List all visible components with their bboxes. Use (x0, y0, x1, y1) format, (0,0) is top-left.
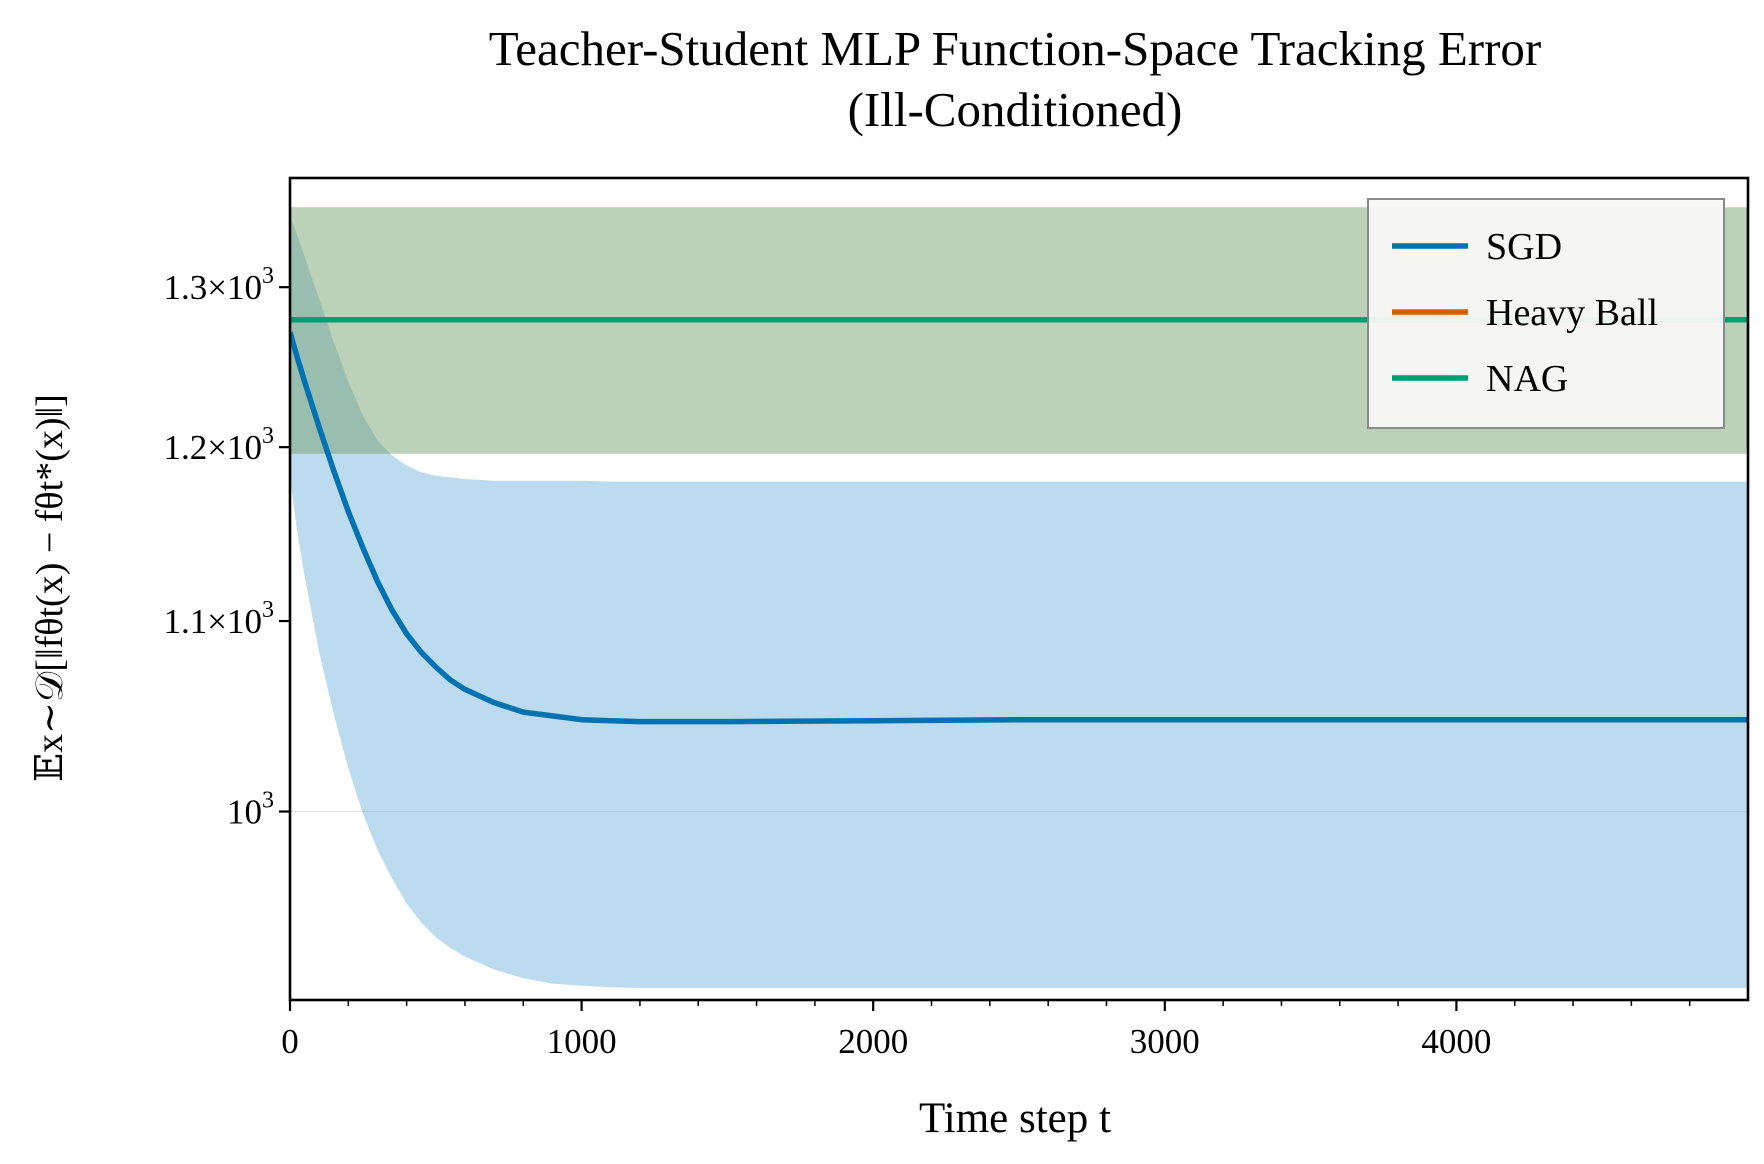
series-lines (290, 316, 1748, 725)
y-tick-label: 1.1×103 (164, 597, 275, 641)
x-tick-label: 2000 (838, 1022, 908, 1061)
axes-frame (288, 176, 1750, 1002)
tick-base: 10 (227, 268, 262, 307)
x-tick-label: 4000 (1421, 1022, 1491, 1061)
chart-title: Teacher-Student MLP Function-Space Track… (489, 21, 1542, 76)
tick-base: 10 (227, 793, 262, 832)
chart-subtitle: (Ill-Conditioned) (848, 82, 1183, 137)
band-sgd (290, 214, 1748, 988)
tick-exponent: 3 (262, 423, 274, 449)
plot-area: 0 1000 2000 3000 40001031.1×1031.2×1031.3×10… (164, 176, 1750, 1061)
x-tick-label: 3000 (1130, 1022, 1200, 1061)
legend-label-sgd: SGD (1486, 226, 1562, 268)
legend-label-nag: NAG (1486, 358, 1568, 400)
tick-base: 10 (227, 428, 262, 467)
y-tick-label: 1.3×103 (164, 263, 275, 307)
y-axis-label: 𝔼x∼𝒟[‖fθt(x) − fθt*(x)‖] (29, 394, 71, 782)
tick-exponent: 3 (262, 263, 274, 289)
y-tick-label: 1.2×103 (164, 423, 275, 467)
tick-base: 1.1× (164, 602, 228, 641)
tick-base: 1.3× (164, 268, 228, 307)
y-tick-label: 103 (227, 788, 274, 832)
legend-label-heavy-ball: Heavy Ball (1486, 292, 1658, 334)
x-axis-label: Time step t (919, 1095, 1111, 1142)
tick-exponent: 3 (262, 788, 274, 814)
tick-exponent: 3 (262, 597, 274, 623)
tick-base: 1.2× (164, 428, 228, 467)
x-tick-label: 0 (281, 1022, 299, 1061)
x-tick-label: 1000 (547, 1022, 617, 1061)
tick-base: 10 (227, 602, 262, 641)
line-sgd (290, 331, 1748, 725)
